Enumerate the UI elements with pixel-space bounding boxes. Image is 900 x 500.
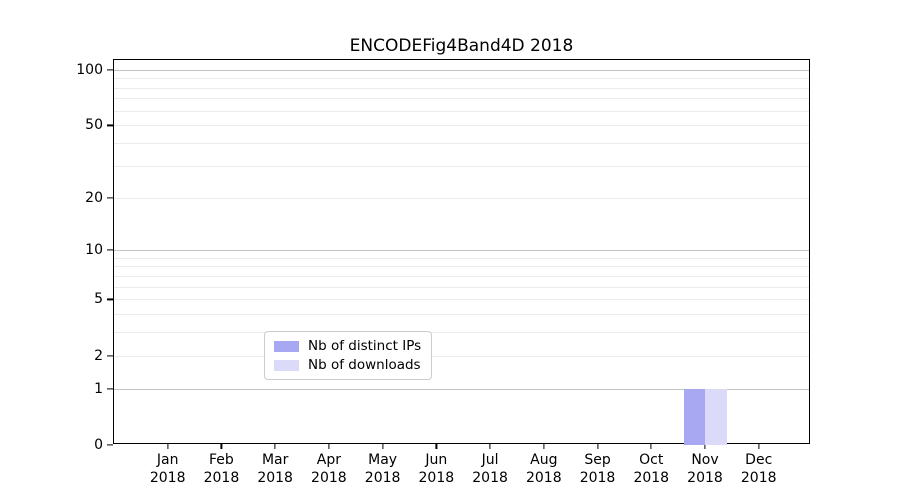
x-tick-label: Apr 2018 bbox=[311, 452, 347, 486]
y-gridline-minor bbox=[114, 165, 809, 167]
y-gridline-major bbox=[114, 69, 809, 71]
y-gridline-minor bbox=[114, 197, 809, 199]
x-tick-mark bbox=[650, 443, 652, 449]
x-tick-mark bbox=[382, 443, 384, 449]
x-tick-mark bbox=[435, 443, 437, 449]
chart-title: ENCODEFig4Band4D 2018 bbox=[349, 36, 574, 56]
x-tick-label: Jul 2018 bbox=[472, 452, 508, 486]
y-tick-label: 10 bbox=[85, 242, 103, 259]
y-tick-label: 100 bbox=[76, 61, 103, 78]
y-gridline-minor bbox=[114, 143, 809, 145]
legend-swatch bbox=[274, 359, 299, 371]
x-tick-label: Nov 2018 bbox=[687, 452, 723, 486]
x-tick-mark bbox=[596, 443, 599, 449]
y-gridline-minor bbox=[114, 275, 809, 277]
y-gridline-minor bbox=[114, 355, 809, 357]
x-tick-label: Oct 2018 bbox=[633, 452, 670, 486]
y-tick-mark bbox=[107, 124, 113, 126]
plot-area: 0 1 2 5 10 20 50 100 Jan 2018 Feb 2018 Mar 2018 Apr… bbox=[76, 59, 810, 486]
x-tick-mark bbox=[704, 443, 706, 449]
legend-label: Nb of downloads bbox=[308, 357, 421, 373]
y-tick-label: 1 bbox=[94, 380, 103, 397]
y-tick-mark bbox=[107, 249, 113, 251]
x-tick-mark bbox=[758, 443, 760, 449]
legend: Nb of distinct IPs Nb of downloads bbox=[264, 331, 433, 380]
x-tick-mark bbox=[167, 443, 169, 449]
y-gridline-major bbox=[114, 250, 809, 252]
y-gridline-minor bbox=[114, 98, 809, 100]
legend-item: Nb of distinct IPs bbox=[274, 338, 421, 354]
y-tick-label: 5 bbox=[94, 291, 103, 308]
y-gridline-minor bbox=[114, 332, 809, 334]
legend-label: Nb of distinct IPs bbox=[308, 338, 422, 354]
y-tick-mark bbox=[107, 355, 113, 357]
x-tick-mark bbox=[543, 443, 545, 449]
y-gridline-minor bbox=[114, 299, 809, 301]
x-tick-label: May 2018 bbox=[364, 452, 401, 486]
y-tick-mark bbox=[107, 388, 113, 390]
y-gridline-minor bbox=[114, 125, 809, 127]
x-tick-mark bbox=[220, 443, 223, 449]
y-tick-mark bbox=[107, 298, 113, 300]
y-gridline-minor bbox=[114, 266, 809, 268]
x-tick-mark bbox=[328, 443, 330, 449]
y-gridline-major bbox=[114, 388, 809, 390]
y-tick-mark bbox=[107, 196, 113, 199]
x-tick-mark bbox=[274, 443, 276, 449]
x-tick-label: Jan 2018 bbox=[149, 452, 186, 486]
y-gridline-minor bbox=[114, 314, 809, 316]
y-gridline-minor bbox=[114, 257, 809, 259]
x-tick-mark bbox=[489, 443, 491, 449]
legend-item: Nb of downloads bbox=[274, 357, 421, 373]
y-tick-label: 2 bbox=[94, 347, 103, 364]
x-tick-label: Aug 2018 bbox=[525, 452, 562, 486]
y-gridline-minor bbox=[114, 78, 809, 80]
x-tick-label: Dec 2018 bbox=[740, 452, 777, 486]
x-tick-label: Jun 2018 bbox=[418, 452, 455, 486]
x-tick-label: Mar 2018 bbox=[257, 452, 293, 486]
x-tick-label: Sep 2018 bbox=[579, 452, 616, 486]
y-gridline-minor bbox=[114, 286, 809, 288]
x-tick-label: Feb 2018 bbox=[203, 452, 240, 486]
y-tick-label: 0 bbox=[94, 437, 103, 453]
y-tick-mark bbox=[107, 69, 113, 71]
y-gridline-minor bbox=[114, 87, 809, 89]
bar-distinct-ips bbox=[683, 388, 705, 445]
y-tick-label: 20 bbox=[85, 189, 103, 206]
y-tick-label: 50 bbox=[85, 117, 103, 134]
y-tick-mark bbox=[107, 444, 113, 446]
bar-downloads bbox=[705, 388, 727, 445]
legend-swatch bbox=[274, 340, 299, 352]
y-gridline-minor bbox=[114, 110, 809, 112]
